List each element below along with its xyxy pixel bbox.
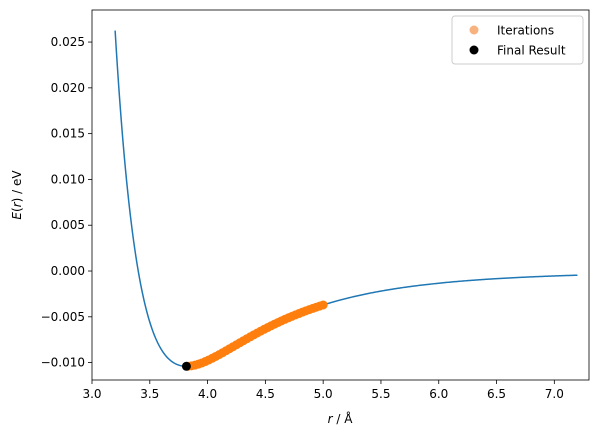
y-tick-label: 0.010	[51, 172, 85, 186]
x-tick-label: 6.0	[429, 387, 448, 401]
y-tick-label: 0.000	[51, 264, 85, 278]
x-axis: 3.0 3.5 4.0 4.5 5.0 5.5 6.0 6.5 7.0	[82, 380, 564, 401]
x-tick-label: 3.5	[140, 387, 159, 401]
plot-frame	[91, 9, 590, 381]
y-axis-label: E(r) / eV	[10, 170, 24, 220]
x-tick-label: 3.0	[82, 387, 101, 401]
legend-marker-iterations	[469, 25, 479, 35]
iterations-series	[183, 300, 328, 371]
final-result-point	[181, 361, 191, 371]
plot-area	[114, 30, 578, 371]
x-tick-label: 6.5	[487, 387, 506, 401]
x-tick-label: 4.5	[256, 387, 275, 401]
final-result-series	[181, 361, 191, 371]
x-tick-label: 5.5	[371, 387, 390, 401]
legend-box	[451, 15, 584, 65]
x-tick-label: 7.0	[545, 387, 564, 401]
legend-label-iterations: Iterations	[497, 24, 554, 38]
y-tick-label: 0.005	[51, 218, 85, 232]
legend: Iterations Final Result	[451, 15, 584, 65]
legend-label-final-result: Final Result	[497, 44, 566, 58]
legend-marker-final-result	[469, 45, 479, 55]
y-tick-label: −0.005	[41, 310, 85, 324]
x-tick-label: 4.0	[198, 387, 217, 401]
x-tick-label: 5.0	[314, 387, 333, 401]
y-axis: −0.010 −0.005 0.000 0.005 0.010 0.015 0.020 0.0…	[41, 35, 92, 370]
x-axis-label: r / Å	[328, 411, 354, 426]
y-tick-label: 0.025	[51, 35, 85, 49]
y-tick-label: −0.010	[41, 356, 85, 370]
potential-energy-curve	[114, 30, 578, 368]
y-tick-label: 0.015	[51, 127, 85, 141]
y-tick-label: 0.020	[51, 81, 85, 95]
